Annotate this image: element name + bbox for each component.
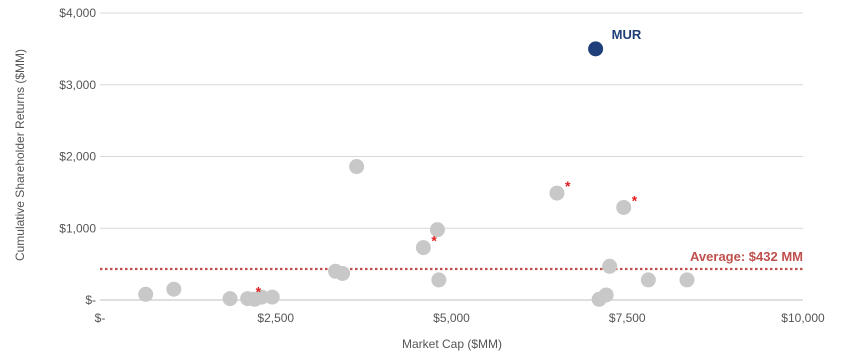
highlight-label: MUR xyxy=(612,27,642,42)
x-axis-title: Market Cap ($MM) xyxy=(402,337,502,351)
star-marker: * xyxy=(256,284,262,300)
data-point xyxy=(616,199,632,215)
data-point xyxy=(431,272,447,288)
star-markers: * * * * xyxy=(256,178,638,299)
data-point xyxy=(549,185,565,201)
data-point xyxy=(349,159,365,175)
average-label: Average: $432 MM xyxy=(690,249,803,264)
data-point xyxy=(602,258,618,274)
data-point xyxy=(254,289,270,305)
x-tick-label: $10,000 xyxy=(781,311,825,325)
x-tick-labels: $- $2,500 $5,000 $7,500 $10,000 xyxy=(95,311,825,325)
gridlines xyxy=(100,12,803,301)
y-tick-label: $3,000 xyxy=(59,78,96,92)
highlight-point xyxy=(588,41,604,57)
data-point xyxy=(335,265,351,281)
y-tick-label: $- xyxy=(85,293,96,307)
highlight-group: MUR xyxy=(588,27,642,57)
y-tick-label: $2,000 xyxy=(59,150,96,164)
y-axis-title: Cumulative Shareholder Returns ($MM) xyxy=(13,49,27,261)
data-point xyxy=(598,287,614,303)
x-tick-label: $7,500 xyxy=(609,311,646,325)
data-point xyxy=(166,281,182,297)
data-point xyxy=(640,272,656,288)
data-point xyxy=(264,289,280,305)
star-marker: * xyxy=(565,178,571,194)
star-marker: * xyxy=(431,233,437,249)
x-tick-label: $- xyxy=(95,311,106,325)
y-tick-label: $1,000 xyxy=(59,221,96,235)
data-points xyxy=(138,159,695,307)
data-point xyxy=(429,222,445,238)
data-point xyxy=(222,291,238,307)
x-tick-label: $2,500 xyxy=(257,311,294,325)
data-point xyxy=(138,286,154,302)
data-point xyxy=(415,240,431,256)
y-tick-label: $4,000 xyxy=(59,6,96,20)
data-point xyxy=(679,272,695,288)
x-tick-label: $5,000 xyxy=(433,311,470,325)
average-line-group: Average: $432 MM xyxy=(100,249,803,271)
star-marker: * xyxy=(632,192,638,208)
y-tick-labels: $- $1,000 $2,000 $3,000 $4,000 xyxy=(59,6,96,307)
